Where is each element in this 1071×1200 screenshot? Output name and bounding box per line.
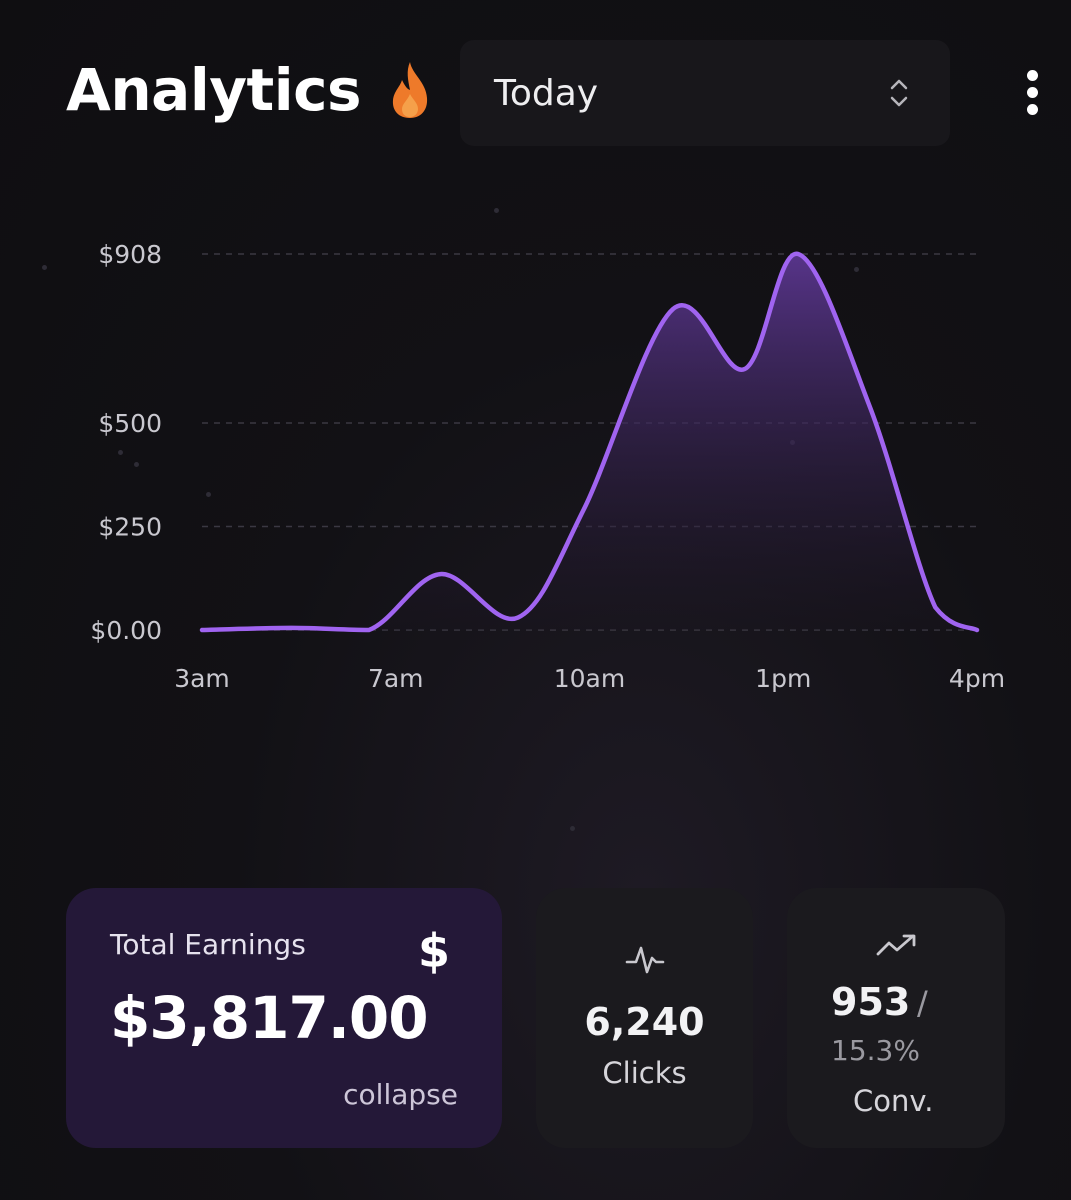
x-tick-label: 10am <box>554 664 625 693</box>
background-dot <box>570 826 575 831</box>
period-select[interactable]: Today <box>460 40 950 146</box>
x-tick-label: 1pm <box>755 664 811 693</box>
background-dot <box>206 492 211 497</box>
background-dot <box>42 265 47 270</box>
clicks-value: 6,240 <box>584 1000 705 1044</box>
background-dot <box>494 208 499 213</box>
y-tick-label: $908 <box>98 240 162 269</box>
total-earnings-label: Total Earnings <box>110 928 306 961</box>
conversions-value: 953 <box>831 980 911 1024</box>
y-tick-label: $0.00 <box>90 616 162 645</box>
area-fill <box>202 253 977 630</box>
page-title: Analytics <box>66 56 362 124</box>
collapse-button[interactable]: collapse <box>343 1078 458 1111</box>
total-earnings-value: $3,817.00 <box>110 984 429 1052</box>
trending-up-icon <box>876 934 916 956</box>
earnings-line <box>199 251 980 633</box>
y-tick-label: $500 <box>98 409 162 438</box>
earnings-chart: $0.00 $250 $500 $908 3am 7am 10am 1pm 4pm <box>90 240 1005 693</box>
x-tick-label: 4pm <box>949 664 1005 693</box>
background-dot <box>134 462 139 467</box>
conversions-label: Conv. <box>853 1084 934 1118</box>
conversions-card: 953 / 15.3% Conv. <box>787 888 1005 1148</box>
x-tick-label: 7am <box>368 664 424 693</box>
background-dot <box>854 267 859 272</box>
chevron-up-down-icon <box>890 79 908 107</box>
conversion-rate: 15.3% <box>831 1034 920 1067</box>
flame-icon <box>392 62 428 118</box>
period-select-value: Today <box>494 72 599 114</box>
total-earnings-card: Total Earnings $ $3,817.00 collapse <box>66 888 502 1148</box>
activity-icon <box>625 946 665 974</box>
clicks-card: 6,240 Clicks <box>536 888 753 1148</box>
background-dot <box>118 450 123 455</box>
dollar-icon: $ <box>417 924 450 978</box>
y-tick-label: $250 <box>98 512 162 541</box>
x-tick-label: 3am <box>174 664 230 693</box>
conversions-separator: / <box>917 984 928 1022</box>
more-vertical-icon[interactable] <box>1020 70 1044 118</box>
clicks-label: Clicks <box>602 1056 687 1090</box>
